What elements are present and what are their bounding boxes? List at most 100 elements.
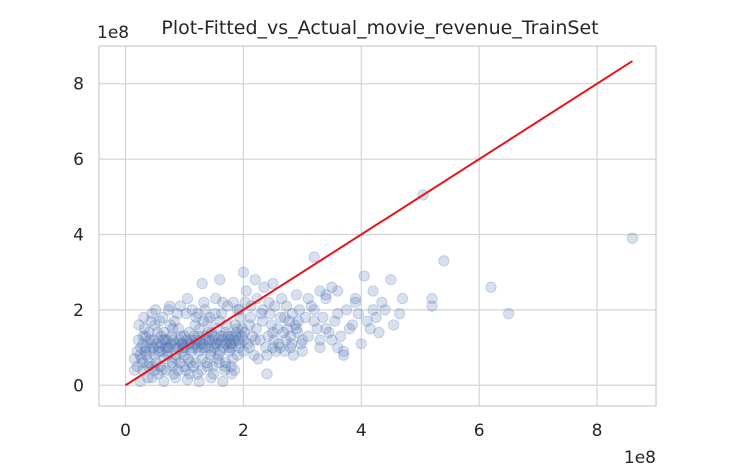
scatter-point [196,277,208,290]
scatter-point [203,341,215,354]
scatter-point [209,308,221,320]
scatter-point [143,357,155,369]
scatter-point [173,334,185,346]
scatter-point [230,326,242,339]
scatter-point [279,345,291,357]
y-offset-label: 1e8 [97,23,129,43]
scatter-point [132,334,145,346]
scatter-point [145,315,157,327]
scatter-point [215,308,228,320]
scatter-point [335,330,347,342]
scatter-point [256,315,268,327]
scatter-point [199,304,211,316]
scatter-point [172,364,184,376]
scatter-point [290,323,303,335]
y-tick-label: 6 [73,150,84,170]
scatter-point [161,341,173,354]
scatter-point [302,292,314,305]
scatter-point [162,304,175,316]
scatter-point [140,341,152,354]
scatter-point [232,334,244,346]
scatter-point [198,296,210,308]
scatter-point [308,304,320,316]
scatter-point [165,330,178,342]
scatter-point [204,349,216,361]
y-tick-label: 2 [73,301,84,321]
scatter-point [261,349,273,361]
scatter-point [192,308,204,320]
scatter-point [168,368,180,380]
fitted-line [124,60,633,387]
scatter-point [426,300,438,312]
scatter-point [293,304,306,316]
scatter-point [181,374,194,386]
scatter-point [141,349,153,361]
scatter-point [379,304,391,316]
scatter-point [139,330,152,342]
scatter-point [249,274,261,286]
scatter-point [320,289,332,301]
scatter-point [279,311,291,324]
scatter-point [128,364,140,376]
scatter-point [244,311,257,324]
scatter-point [260,341,272,354]
scatter-point [223,341,235,354]
scatter-point [220,357,232,369]
scatter-point [160,341,172,354]
scatter-point [283,315,295,327]
scatter-point [212,334,224,346]
scatter-point [277,326,290,339]
scatter-point [338,345,350,357]
scatter-point [231,323,244,335]
scatter-point [208,341,220,354]
scatter-point [128,353,140,365]
scatter-point [224,334,236,346]
scatter-point [143,326,155,339]
scatter-point [155,338,168,350]
scatter-point [246,330,258,342]
scatter-point [180,308,192,320]
scatter-point [274,341,286,354]
scatter-point [233,341,245,354]
scatter-point [210,338,222,350]
scatter-point [254,334,266,346]
scatter-point [165,338,177,350]
scatter-point [302,330,314,342]
scatter-point [152,368,164,380]
scatter-point [160,364,172,376]
scatter-point [263,296,275,308]
scatter-point [207,360,219,373]
scatter-point [367,285,379,297]
scatter-point [203,334,215,346]
scatter-point [145,338,158,350]
scatter-point [137,357,149,369]
scatter-point [223,345,235,357]
scatter-point [273,338,285,350]
scatter-point [184,357,196,369]
scatter-point [220,338,232,350]
scatter-point [134,349,146,361]
scatter-point [186,304,198,316]
scatter-point [193,375,205,388]
scatter-point [164,300,176,312]
scatter-point [237,266,250,278]
scatter-point [305,300,317,312]
scatter-point [146,308,158,320]
scatter-point [155,330,167,342]
grid-layer [99,46,656,406]
scatter-point [373,326,385,339]
scatter-point [367,304,379,316]
scatter-point [157,311,169,324]
scatter-point [197,315,209,327]
scatter-point [255,308,267,320]
scatter-point [385,274,397,286]
scatter-point [308,251,320,263]
scatter-point [190,311,202,324]
scatter-point [227,353,239,365]
scatter-point [248,349,260,361]
scatter-point [332,341,344,354]
scatter-point [153,341,165,354]
scatter-point [376,296,388,308]
scatter-point [159,334,171,346]
